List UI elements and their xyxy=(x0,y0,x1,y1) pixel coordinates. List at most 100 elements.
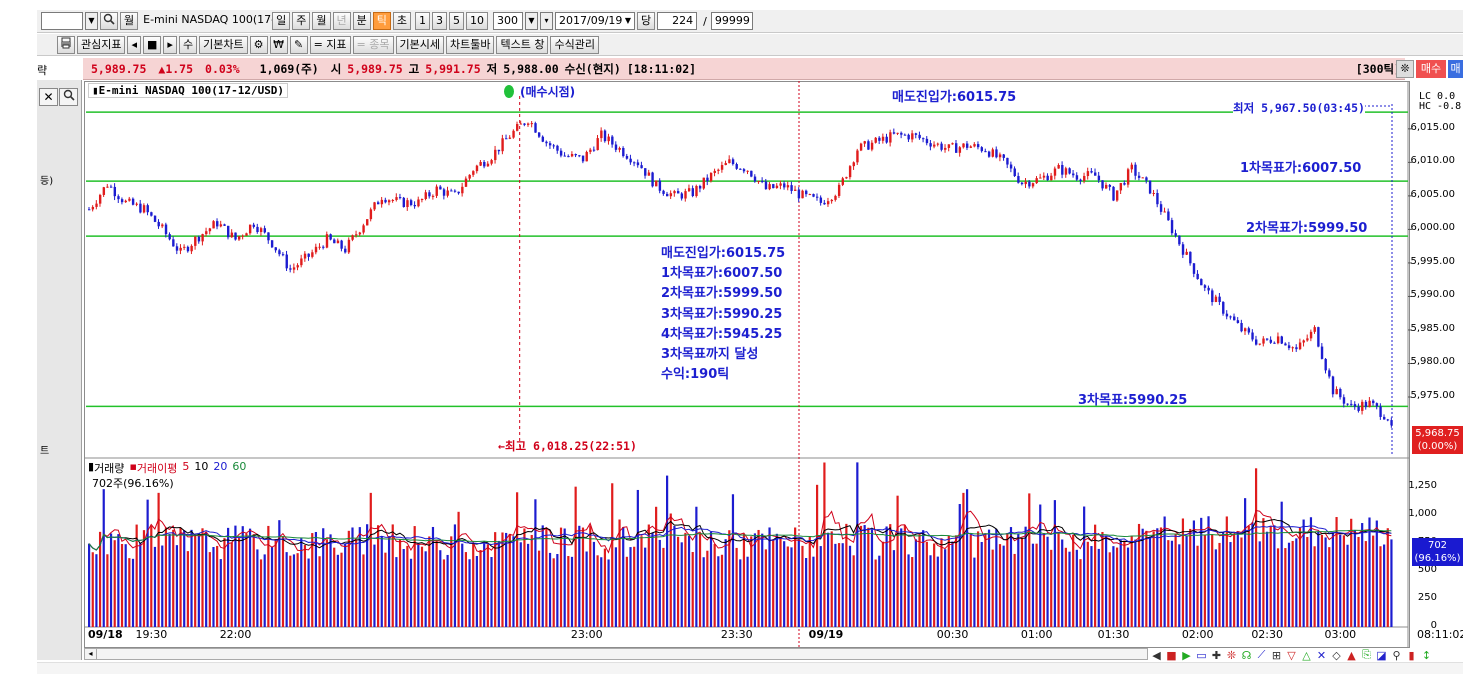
candle-body xyxy=(753,176,757,182)
volume-bar xyxy=(1163,516,1166,627)
week-char-button[interactable]: 월 xyxy=(120,12,139,30)
volume-bar xyxy=(581,527,585,627)
nav-next-button[interactable]: ▸ xyxy=(163,35,177,54)
formula-manager-button[interactable]: 수식관리 xyxy=(550,35,599,54)
wrench-button[interactable]: ✎ xyxy=(289,35,308,54)
volume-bar xyxy=(424,551,427,627)
drawing-tool-icon[interactable]: △ xyxy=(1302,648,1311,662)
text-window-button[interactable]: 텍스트 창 xyxy=(496,35,549,54)
candle-body xyxy=(1108,184,1112,187)
candle-body xyxy=(1028,181,1031,187)
drawing-tool-icon[interactable]: ▽ xyxy=(1287,648,1296,662)
volume-bar xyxy=(735,547,738,627)
candle-body xyxy=(131,198,135,205)
drawing-tool-icon[interactable]: ▲ xyxy=(1347,648,1356,662)
buy-button[interactable]: 매수 xyxy=(1416,60,1446,78)
drawing-tool-icon[interactable]: ▶ xyxy=(1182,648,1191,662)
volume-bar xyxy=(329,534,332,627)
candle-body xyxy=(1170,220,1174,234)
sell-button[interactable]: 매 xyxy=(1448,60,1463,78)
toolbar-row-2: 관심지표 ◂ ■ ▸ 수 기본차트 ⚙ ₩ ✎ = 지표 = 종목 기본시세 차… xyxy=(37,34,1463,56)
interval-button-10[interactable]: 10 xyxy=(466,12,488,30)
period-button-4[interactable]: 분 xyxy=(352,12,371,30)
today-button[interactable]: 당 xyxy=(637,12,656,30)
volume-bar xyxy=(519,542,522,627)
period-button-1[interactable]: 주 xyxy=(292,12,311,30)
drawing-tool-icon[interactable]: ■ xyxy=(1166,648,1177,662)
candle-body xyxy=(355,234,358,236)
volume-bar xyxy=(494,532,497,627)
interval-button-1[interactable]: 1 xyxy=(415,12,430,30)
won-button[interactable]: ₩ xyxy=(269,35,288,54)
candle-body xyxy=(991,149,994,157)
drawing-tool-icon[interactable]: ▭ xyxy=(1196,648,1207,662)
drawing-tool-icon[interactable]: ☊ xyxy=(1241,648,1252,662)
buy-dot-icon xyxy=(504,85,514,98)
candle-body xyxy=(1185,251,1188,255)
volume-box-pct: (96.16%) xyxy=(1414,553,1461,564)
horizontal-scrollbar[interactable]: ◂ xyxy=(84,648,1148,660)
drawing-tool-icon[interactable]: ⎘ xyxy=(1362,648,1371,661)
candle-body xyxy=(1104,184,1108,189)
chart-toolbar-button[interactable]: 차트툴바 xyxy=(445,35,495,54)
period-button-6[interactable]: 초 xyxy=(392,12,411,30)
tick-count-spin[interactable]: ▾ xyxy=(540,12,553,30)
volume-bar xyxy=(944,549,947,627)
scroll-left-button[interactable]: ◂ xyxy=(85,649,97,659)
basic-chart-button[interactable]: 기본차트 xyxy=(199,35,248,54)
search-button[interactable] xyxy=(100,12,118,30)
print-button[interactable] xyxy=(57,35,75,54)
panel-search-button[interactable] xyxy=(59,88,78,106)
drawing-tool-icon[interactable]: ◪ xyxy=(1376,648,1387,662)
drawing-tool-icon[interactable]: ⚲ xyxy=(1392,648,1401,662)
number-button[interactable]: 수 xyxy=(178,35,198,54)
symbol-field[interactable]: E-mini NASDAQ 100(17- xyxy=(143,13,276,26)
candle-body xyxy=(625,156,629,159)
time-tick-label: 09/18 xyxy=(88,628,123,641)
drawing-tool-icon[interactable]: ◀ xyxy=(1152,648,1161,662)
period-button-3[interactable]: 년 xyxy=(332,12,351,30)
drawing-tool-icon[interactable]: ⟋ xyxy=(1257,648,1266,661)
watch-indicator-button[interactable]: 관심지표 xyxy=(77,35,126,54)
period-button-0[interactable]: 일 xyxy=(272,12,291,30)
candle-body xyxy=(512,130,515,138)
basic-quote-button[interactable]: 기본시세 xyxy=(395,35,444,54)
candle-body xyxy=(1280,336,1283,344)
candle-body xyxy=(680,193,684,199)
stock-button[interactable]: = 종목 xyxy=(352,35,394,54)
settings-button[interactable]: ❊ xyxy=(1396,60,1414,78)
drawing-tool-icon[interactable]: ✚ xyxy=(1211,648,1222,662)
code-input[interactable] xyxy=(41,12,83,30)
panel-close-button[interactable]: ✕ xyxy=(39,88,58,106)
drawing-tool-icon[interactable]: ⊞ xyxy=(1271,648,1282,662)
period-button-5[interactable]: 틱 xyxy=(372,12,391,30)
volume-bar xyxy=(1361,523,1364,627)
drawing-tool-icon[interactable]: ✕ xyxy=(1316,648,1327,662)
drawing-tool-icon[interactable]: ◇ xyxy=(1332,648,1341,662)
code-dropdown[interactable]: ▼ xyxy=(85,12,98,30)
indicator-button[interactable]: = 지표 xyxy=(309,35,351,54)
candle-body xyxy=(713,170,716,173)
nav-stop-button[interactable]: ■ xyxy=(143,35,162,54)
nav-prev-button[interactable]: ◂ xyxy=(127,35,142,54)
interval-button-5[interactable]: 5 xyxy=(449,12,464,30)
volume-bar xyxy=(1178,544,1181,627)
volume-bar xyxy=(1123,540,1126,627)
tick-count-dropdown[interactable]: ▼ xyxy=(525,12,538,30)
tick-count-input[interactable]: 300 xyxy=(493,12,523,30)
drawing-tool-icon[interactable]: ❊ xyxy=(1226,648,1237,662)
candle-body xyxy=(786,185,790,188)
tools-button[interactable]: ⚙ xyxy=(249,35,268,54)
drawing-tool-icon[interactable]: ▮ xyxy=(1408,648,1415,662)
candle-body xyxy=(892,132,896,134)
max-count-input[interactable]: 99999 xyxy=(710,12,753,30)
date-field[interactable]: 2017/09/19 ▼ xyxy=(555,12,635,30)
volume-bar xyxy=(764,549,767,627)
candle-body xyxy=(212,221,215,229)
candle-body xyxy=(358,232,362,235)
period-button-2[interactable]: 월 xyxy=(312,12,331,30)
interval-button-3[interactable]: 3 xyxy=(432,12,447,30)
drawing-tool-icon[interactable]: ↕ xyxy=(1421,648,1432,662)
volume-bar xyxy=(1148,536,1152,627)
count-input[interactable]: 224 xyxy=(657,12,698,30)
